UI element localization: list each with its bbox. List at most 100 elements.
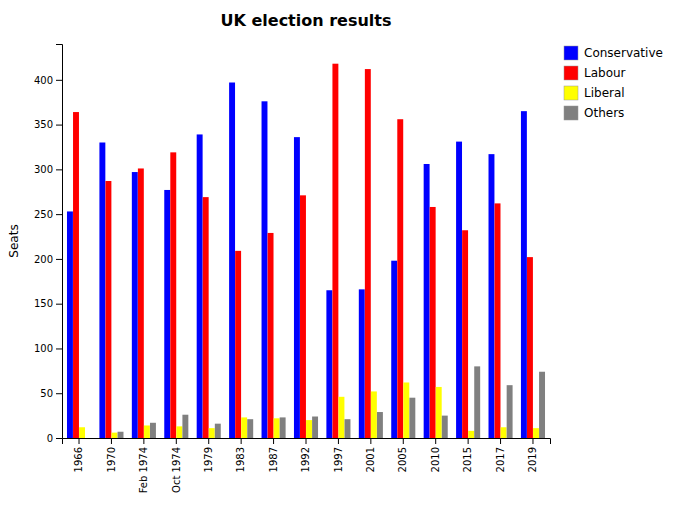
- tick: 250: [34, 209, 62, 220]
- axis-line: [63, 439, 551, 445]
- tick-label: 0: [47, 433, 53, 444]
- legend-label: Others: [584, 106, 624, 120]
- bar: [294, 137, 300, 438]
- tick-label: 1970: [106, 447, 117, 472]
- tick: 2005: [397, 438, 408, 472]
- bar: [539, 372, 545, 438]
- bar: [495, 203, 501, 438]
- bar: [403, 382, 409, 438]
- tick-label: 1987: [268, 447, 279, 472]
- tick-label: 1997: [333, 447, 344, 472]
- bar: [138, 168, 144, 438]
- legend-label: Conservative: [584, 46, 663, 60]
- tick-mark: [403, 438, 404, 444]
- axis-title: Seats: [7, 224, 21, 257]
- tick: 400: [34, 75, 62, 86]
- tick: 2010: [430, 438, 441, 472]
- bar: [99, 143, 105, 439]
- tick-label: 50: [40, 388, 53, 399]
- bar: [332, 64, 338, 438]
- legend-swatch: [564, 86, 578, 100]
- tick-label: 2017: [495, 447, 506, 472]
- bar: [391, 261, 397, 438]
- bar: [118, 432, 124, 438]
- bar: [474, 366, 480, 438]
- tick-label: 200: [34, 254, 53, 265]
- plot: 05010015020025030035040019661970Feb 1974…: [34, 45, 551, 494]
- tick: 1997: [333, 438, 344, 472]
- tick: 1983: [235, 438, 246, 472]
- bar: [132, 172, 138, 438]
- tick: 1966: [73, 438, 84, 472]
- bar: [345, 419, 351, 438]
- legend-item: Others: [564, 106, 624, 120]
- tick-label: 2015: [462, 447, 473, 472]
- tick-mark: [56, 304, 62, 305]
- bar: [164, 190, 170, 438]
- tick: 1987: [268, 438, 279, 472]
- tick-mark: [56, 348, 62, 349]
- bar: [409, 398, 415, 438]
- tick-mark: [532, 438, 533, 444]
- tick-label: 1983: [235, 447, 246, 472]
- tick-label: 2019: [527, 447, 538, 472]
- tick-mark: [79, 438, 80, 444]
- tick-label: 2010: [430, 447, 441, 472]
- tick-label: 250: [34, 209, 53, 220]
- bar: [197, 134, 203, 438]
- bar: [436, 387, 442, 438]
- bar: [209, 428, 215, 438]
- bar: [359, 289, 365, 438]
- tick: 1970: [106, 438, 117, 472]
- bar: [533, 428, 539, 438]
- bar: [397, 119, 403, 438]
- bar: [262, 101, 268, 438]
- x-axis: 19661970Feb 1974Oct 19741979198319871992…: [63, 438, 551, 493]
- tick-label: 2001: [365, 447, 376, 472]
- legend-label: Labour: [584, 66, 626, 80]
- tick-mark: [143, 438, 144, 444]
- bar: [521, 111, 527, 438]
- y-axis: 050100150200250300350400: [34, 45, 63, 444]
- bar: [247, 419, 253, 438]
- tick-label: 400: [34, 75, 53, 86]
- bar: [182, 415, 188, 438]
- legend-item: Conservative: [564, 46, 663, 60]
- bar: [274, 418, 280, 438]
- tick-mark: [500, 438, 501, 444]
- bar: [468, 431, 474, 438]
- bar: [229, 83, 235, 438]
- tick: Feb 1974: [138, 438, 149, 493]
- bar: [338, 397, 344, 438]
- bar-series: [118, 366, 545, 438]
- chart: 05010015020025030035040019661970Feb 1974…: [0, 0, 675, 520]
- legend-item: Labour: [564, 66, 626, 80]
- tick: 0: [47, 433, 62, 444]
- tick-mark: [435, 438, 436, 444]
- bar: [268, 233, 274, 438]
- tick-mark: [56, 125, 62, 126]
- bar: [326, 290, 332, 438]
- tick-label: 350: [34, 119, 53, 130]
- bar: [442, 416, 448, 438]
- tick-mark: [56, 169, 62, 170]
- legend-label: Liberal: [584, 86, 625, 100]
- tick: 150: [34, 298, 62, 309]
- bar: [456, 142, 462, 438]
- tick-label: 2005: [397, 447, 408, 472]
- tick: 350: [34, 119, 62, 130]
- legend: Conservative Labour Liberal Others: [564, 46, 663, 120]
- bar-series: [67, 83, 527, 438]
- bar: [501, 427, 507, 438]
- tick: 1992: [300, 438, 311, 472]
- bar: [144, 425, 150, 438]
- bar: [105, 181, 111, 438]
- bar: [377, 412, 383, 438]
- tick-label: 1992: [300, 447, 311, 472]
- tick: 2001: [365, 438, 376, 472]
- axis-line: [56, 45, 63, 439]
- tick-label: Feb 1974: [138, 447, 149, 493]
- bar: [365, 69, 371, 438]
- tick-mark: [241, 438, 242, 444]
- tick: 300: [34, 164, 62, 175]
